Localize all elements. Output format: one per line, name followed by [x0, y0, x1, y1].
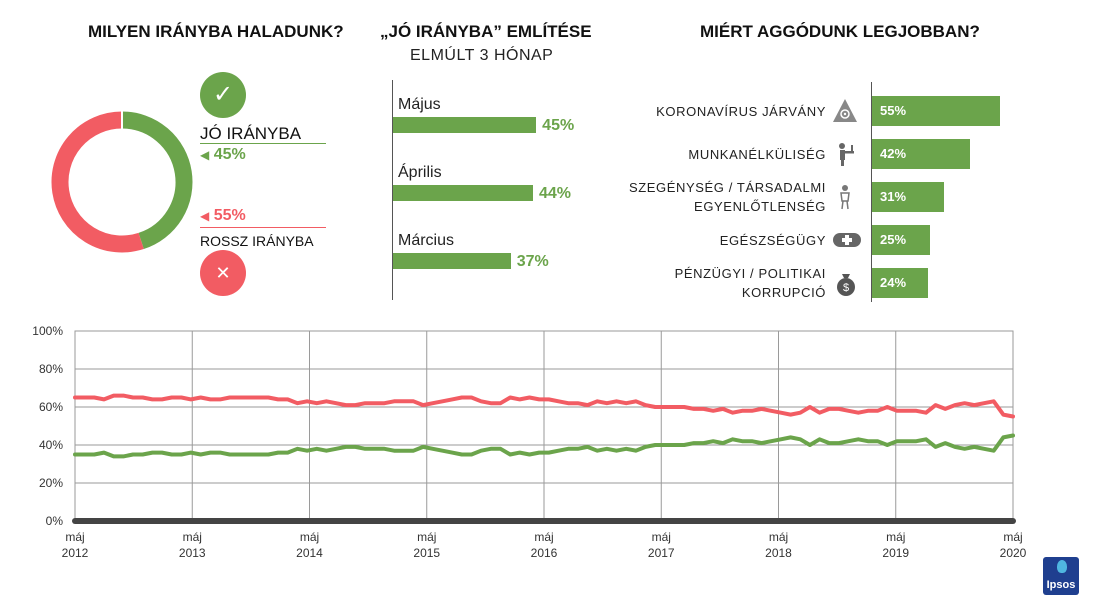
month-label: Május: [398, 96, 441, 113]
x-tick-label: máj: [65, 530, 84, 544]
y-tick-label: 40%: [39, 438, 63, 452]
worry-bar: 25%: [872, 225, 931, 255]
month-bar: [393, 253, 511, 269]
panel3-axis: [871, 82, 872, 302]
bad-direction-value: ◀ 55%: [200, 207, 246, 225]
logo-text: Ipsos: [1046, 579, 1076, 591]
good-direction-value: ◀ 45%: [200, 146, 246, 164]
x-tick-label: 2016: [531, 546, 558, 560]
y-tick-label: 80%: [39, 362, 63, 376]
y-tick-label: 0%: [46, 514, 64, 528]
x-tick-label: máj: [886, 530, 905, 544]
panel2-axis: [392, 80, 393, 300]
worry-value: 31%: [880, 189, 907, 204]
x-tick-label: 2018: [765, 546, 792, 560]
month-label: Március: [398, 232, 455, 249]
ipsos-logo: Ipsos: [1043, 557, 1079, 595]
bad-value-text: 55%: [213, 207, 246, 224]
money-bag-icon: $: [832, 270, 860, 303]
month-value: 37%: [516, 253, 549, 270]
bad-underline: [200, 227, 326, 228]
worry-label: KORONAVÍRUS JÁRVÁNY: [656, 102, 826, 121]
y-tick-label: 20%: [39, 476, 63, 490]
worry-label-line: PÉNZÜGYI / POLITIKAI: [674, 266, 826, 281]
series-line-1: [73, 433, 1015, 459]
worry-label-line: KORRUPCIÓ: [741, 285, 826, 300]
x-tick-label: máj: [769, 530, 788, 544]
month-value: 45%: [542, 117, 575, 134]
x-tick-label: 2012: [62, 546, 89, 560]
worry-value: 25%: [880, 232, 907, 247]
panel2-subtitle: ELMÚLT 3 HÓNAP: [410, 47, 554, 64]
x-tick-label: 2020: [1000, 546, 1027, 560]
worry-label-line: MUNKANÉLKÜLISÉG: [688, 147, 826, 162]
bad-direction-label: ROSSZ IRÁNYBA: [200, 233, 314, 249]
check-badge: ✓: [200, 72, 246, 118]
good-underline: [200, 143, 326, 144]
panel3-title: MIÉRT AGGÓDUNK LEGJOBBAN?: [700, 22, 980, 41]
worry-label-line: SZEGÉNYSÉG / TÁRSADALMI: [628, 180, 826, 195]
worry-value: 42%: [880, 146, 907, 161]
worry-bar: 24%: [872, 268, 928, 298]
worry-label-line: EGYENLŐTLENSÉG: [694, 199, 826, 214]
left-triangle-icon: ◀: [200, 209, 210, 223]
donut-slice-0: [121, 111, 193, 250]
month-bar: [393, 117, 537, 133]
worry-value: 24%: [880, 275, 907, 290]
x-tick-label: máj: [417, 530, 436, 544]
x-tick-label: 2015: [413, 546, 440, 560]
x-tick-label: máj: [183, 530, 202, 544]
svg-text:$: $: [843, 282, 849, 294]
check-icon: ✓: [212, 81, 234, 108]
worry-bar: 55%: [872, 96, 1000, 126]
y-tick-label: 60%: [39, 400, 63, 414]
panel1-title: MILYEN IRÁNYBA HALADUNK?: [88, 22, 344, 41]
y-tick-label: 100%: [32, 324, 63, 338]
x-tick-label: 2013: [179, 546, 206, 560]
worry-value: 55%: [880, 103, 907, 118]
x-icon: ✕: [215, 263, 231, 283]
worry-label: PÉNZÜGYI / POLITIKAI KORRUPCIÓ: [675, 264, 826, 302]
left-triangle-icon: ◀: [200, 148, 210, 162]
donut-chart: [51, 111, 193, 253]
series-line-0: [73, 393, 1015, 419]
x-tick-label: máj: [1003, 530, 1022, 544]
x-tick-label: 2019: [882, 546, 909, 560]
worry-label: SZEGÉNYSÉG / TÁRSADALMI EGYENLŐTLENSÉG: [629, 178, 826, 216]
donut-slice-1: [51, 111, 144, 253]
x-tick-label: 2014: [296, 546, 323, 560]
biohazard-icon: [832, 98, 858, 129]
x-tick-label: máj: [652, 530, 671, 544]
x-tick-label: máj: [300, 530, 319, 544]
month-label: Április: [398, 164, 442, 181]
x-badge: ✕: [200, 250, 246, 296]
unemployed-person-icon: [832, 141, 858, 172]
trend-line-chart: 0% 20% 40% 60% 80% 100% máj 2012 máj 2013 máj 2014 m…: [32, 324, 1027, 560]
worry-label-line: EGÉSZSÉGÜGY: [719, 233, 826, 248]
month-value: 44%: [539, 185, 572, 202]
worry-bar: 42%: [872, 139, 970, 169]
x-tick-label: 2017: [648, 546, 675, 560]
x-tick-label: máj: [534, 530, 553, 544]
worry-label: MUNKANÉLKÜLISÉG: [688, 145, 826, 164]
worry-label: EGÉSZSÉGÜGY: [720, 231, 826, 250]
poor-person-icon: [832, 184, 858, 215]
good-value-text: 45%: [213, 146, 246, 163]
medical-cross-icon: [832, 227, 862, 258]
panel2-title: „JÓ IRÁNYBA” EMLÍTÉSE: [380, 22, 592, 41]
worry-bar: 31%: [872, 182, 945, 212]
month-bar: [393, 185, 533, 201]
logo-accent: [1057, 560, 1067, 573]
good-direction-label: JÓ IRÁNYBA: [200, 124, 302, 143]
worry-label-line: KORONAVÍRUS JÁRVÁNY: [656, 104, 826, 119]
